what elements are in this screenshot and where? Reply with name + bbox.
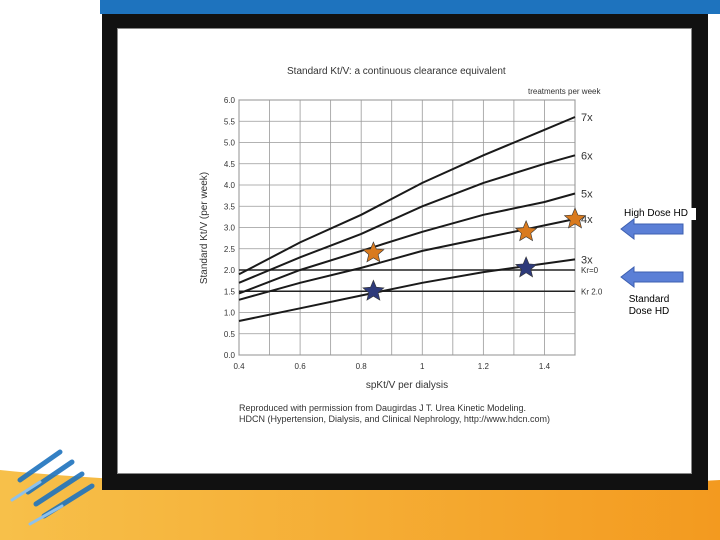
- y-tick-label: 1.5: [224, 287, 236, 296]
- star-icon: [362, 241, 385, 263]
- x-tick-label: 1: [420, 362, 425, 371]
- star-icon: [514, 220, 538, 242]
- y-tick-label: 0.5: [224, 330, 236, 339]
- star-icon: [514, 256, 538, 278]
- y-tick-label: 5.5: [224, 117, 236, 126]
- x-tick-labels: 0.4 0.6 0.8 1 1.2 1.4: [233, 362, 550, 371]
- chart: Standard Kt/V: a continuous clearance eq…: [199, 66, 603, 424]
- y-tick-label: 4.0: [224, 181, 236, 190]
- series-line-6x: [238, 154, 576, 284]
- y-axis-label: Standard Kt/V (per week): [199, 172, 210, 284]
- reference-lines: Kr=0 Kr 2.0: [239, 266, 603, 296]
- y-tick-label: 6.0: [224, 96, 236, 105]
- left-arrow-icon: [620, 266, 684, 288]
- credit-line-2: HDCN (Hypertension, Dialysis, and Clinic…: [239, 414, 550, 424]
- high-dose-label: High Dose HD: [616, 208, 696, 220]
- top-banner: [0, 0, 720, 14]
- left-arrow-icon: [620, 218, 684, 240]
- x-tick-label: 1.2: [478, 362, 490, 371]
- chart-title: Standard Kt/V: a continuous clearance eq…: [287, 66, 506, 77]
- x-tick-label: 0.8: [356, 362, 368, 371]
- y-tick-label: 4.5: [224, 160, 236, 169]
- series-line-5x: [238, 192, 576, 295]
- credit-line-1: Reproduced with permission from Daugirda…: [239, 403, 526, 413]
- y-tick-label: 2.0: [224, 266, 236, 275]
- chart-grid: [238, 99, 576, 356]
- x-axis-label: spKt/V per dialysis: [366, 380, 448, 391]
- x-tick-label: 1.4: [539, 362, 551, 371]
- legend-title: treatments per week: [528, 87, 601, 96]
- y-tick-label: 1.0: [224, 309, 236, 318]
- series-label-5x: 5x: [581, 189, 593, 201]
- y-tick-labels: 0.0 0.5 1.0 1.5 2.0 2.5 3.0 3.5 4.0 4.5 5.0 5.5 6.0: [224, 96, 236, 360]
- series-label-7x: 7x: [581, 112, 593, 124]
- reference-line-label: Kr=0: [581, 266, 599, 275]
- markers: [362, 207, 587, 301]
- y-tick-label: 5.0: [224, 139, 236, 148]
- y-tick-label: 0.0: [224, 351, 236, 360]
- series-label-6x: 6x: [581, 150, 593, 162]
- series-line-3x: [238, 258, 576, 322]
- series-label-3x: 3x: [581, 254, 593, 266]
- y-tick-label: 2.5: [224, 245, 236, 254]
- star-icon: [563, 207, 587, 229]
- x-tick-label: 0.6: [295, 362, 307, 371]
- y-tick-label: 3.0: [224, 224, 236, 233]
- star-icon: [362, 279, 385, 301]
- reference-line-label: Kr 2.0: [581, 287, 603, 296]
- series-line-7x: [238, 116, 576, 276]
- standard-dose-label: Standard Dose HD: [616, 294, 682, 318]
- series-line-4x: [238, 218, 576, 301]
- y-tick-label: 3.5: [224, 202, 236, 211]
- x-tick-label: 0.4: [233, 362, 245, 371]
- series-lines: [238, 116, 576, 322]
